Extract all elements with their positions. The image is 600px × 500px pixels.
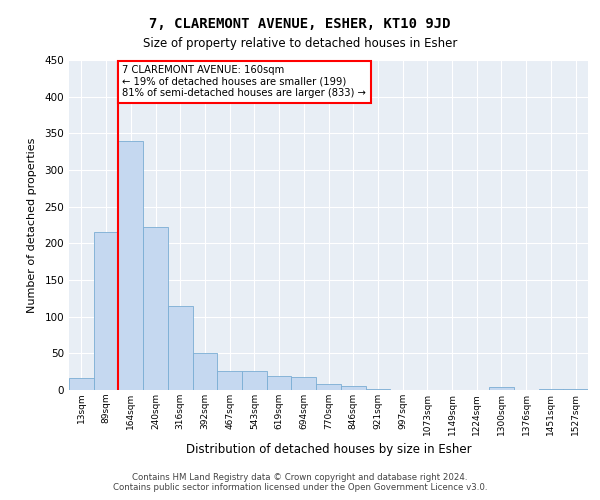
Bar [94, 232, 118, 390]
Text: 7, CLAREMONT AVENUE, ESHER, KT10 9JD: 7, CLAREMONT AVENUE, ESHER, KT10 9JD [149, 18, 451, 32]
Y-axis label: Number of detached properties: Number of detached properties [28, 138, 37, 312]
Bar [217, 371, 242, 390]
Text: Contains HM Land Registry data © Crown copyright and database right 2024.
Contai: Contains HM Land Registry data © Crown c… [113, 473, 487, 492]
Bar [242, 371, 267, 390]
Bar [193, 352, 217, 390]
Bar [316, 384, 341, 390]
Bar [143, 227, 168, 390]
Bar [118, 140, 143, 390]
Bar [341, 386, 365, 390]
Bar [292, 377, 316, 390]
Text: Size of property relative to detached houses in Esher: Size of property relative to detached ho… [143, 38, 457, 51]
Bar [539, 388, 563, 390]
Bar [69, 378, 94, 390]
Bar [365, 388, 390, 390]
X-axis label: Distribution of detached houses by size in Esher: Distribution of detached houses by size … [185, 443, 472, 456]
Text: 7 CLAREMONT AVENUE: 160sqm
← 19% of detached houses are smaller (199)
81% of sem: 7 CLAREMONT AVENUE: 160sqm ← 19% of deta… [122, 65, 366, 98]
Bar [168, 306, 193, 390]
Bar [489, 387, 514, 390]
Bar [267, 376, 292, 390]
